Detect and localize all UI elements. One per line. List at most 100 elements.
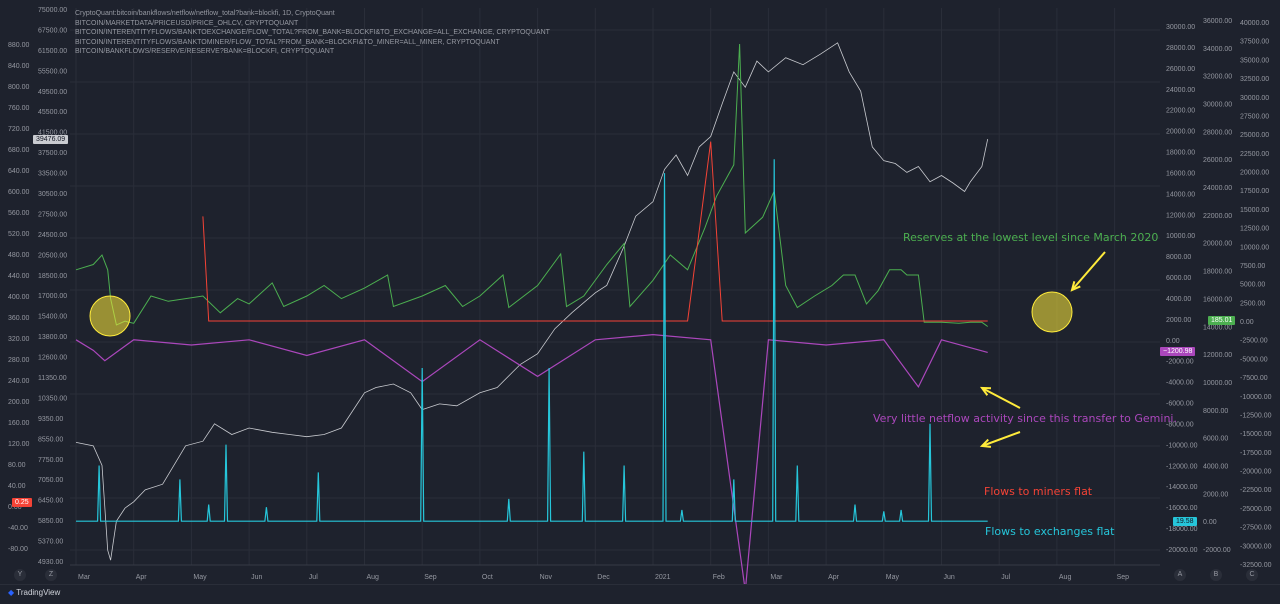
- axis-tick-label: 8000.00: [1203, 408, 1228, 415]
- axis-tick-label: -10000.00: [1166, 442, 1198, 449]
- annotation-netflow: Very little netflow activity since this …: [873, 412, 1177, 425]
- axis-tick-label: 480.00: [8, 252, 30, 259]
- axis-tick-label: 840.00: [8, 63, 30, 70]
- exchange-axis: 36000.00 34000.00 32000.00 30000.00 28000.00…: [1203, 18, 1232, 554]
- b-axis-control[interactable]: B: [1210, 569, 1222, 581]
- miner-last-tag: 0.25: [12, 498, 32, 507]
- x-tick-label: Dec: [597, 574, 610, 581]
- x-tick-label: Aug: [367, 574, 380, 581]
- reserve-last-tag: 185.01: [1208, 316, 1236, 325]
- axis-tick-label: 61500.00: [38, 48, 67, 55]
- reserve-axis: 880.00 840.00 800.00 760.00 720.00 680.00 640.…: [8, 42, 30, 553]
- x-tick-label: May: [886, 574, 900, 581]
- legend-line-1: CryptoQuant:bitcoin/bankflows/netflow/ne…: [75, 10, 335, 17]
- price-series-line: [75, 42, 989, 561]
- axis-tick-label: 400.00: [8, 294, 30, 301]
- axis-tick-label: 22000.00: [1166, 108, 1195, 115]
- time-axis: Mar Apr May Jun Jul Aug Sep Oct Nov Dec 2021 Feb Mar…: [70, 564, 1160, 581]
- axis-tick-label: 720.00: [8, 126, 30, 133]
- axis-tick-label: 13800.00: [38, 334, 67, 341]
- axis-tick-label: -8000.00: [1166, 421, 1194, 428]
- axis-tick-label: 12500.00: [1240, 226, 1269, 233]
- annotation-reserves: Reserves at the lowest level since March…: [903, 231, 1159, 244]
- axis-tick-label: 5370.00: [38, 539, 63, 546]
- axis-tick-label: 36000.00: [1203, 18, 1232, 25]
- y-axis-control[interactable]: Y: [14, 569, 26, 581]
- brand-label: TradingView: [16, 588, 61, 597]
- z-axis-control[interactable]: Z: [45, 569, 57, 581]
- axis-tick-label: 600.00: [8, 189, 30, 196]
- axis-tick-label: 16000.00: [1203, 296, 1232, 303]
- netflow-last-tag: −1200.98: [1160, 347, 1196, 356]
- axis-tick-label: 4000.00: [1166, 296, 1191, 303]
- axis-tick-label: -14000.00: [1166, 484, 1198, 491]
- axis-tick-label: 49500.00: [38, 89, 67, 96]
- axis-tick-label: 40000.00: [1240, 20, 1269, 27]
- axis-tick-label: 7750.00: [38, 457, 63, 464]
- axis-tick-label: 8000.00: [1166, 254, 1191, 261]
- x-tick-label: Apr: [828, 574, 840, 581]
- axis-tick-label: 55500.00: [38, 68, 67, 75]
- tradingview-logo[interactable]: ◆ TradingView: [8, 588, 60, 597]
- legend-line-3: BITCOIN/INTERENTITYFLOWS/BANKTOEXCHANGE/…: [75, 29, 550, 37]
- axis-tick-label: -20000.00: [1240, 469, 1272, 476]
- price-last-tag: 39476.09: [33, 135, 69, 144]
- axis-tick-label: 6000.00: [1203, 436, 1228, 443]
- axis-tick-label: 30000.00: [1240, 95, 1269, 102]
- axis-tick-label: 12000.00: [1203, 352, 1232, 359]
- reserve-series-line: [75, 43, 988, 327]
- axis-tick-label: -30000.00: [1240, 543, 1272, 550]
- axis-tick-label: -32500.00: [1240, 562, 1272, 569]
- axis-tick-label: 32000.00: [1203, 74, 1232, 81]
- axis-tick-label: -22500.00: [1240, 487, 1272, 494]
- axis-tick-label: 40.00: [8, 483, 26, 490]
- axis-tick-label: 10000.00: [1240, 244, 1269, 251]
- x-tick-label: Oct: [482, 574, 493, 581]
- axis-tick-label: 33500.00: [38, 171, 67, 178]
- x-tick-label: Jun: [944, 574, 955, 581]
- axis-tick-label: 35000.00: [1240, 57, 1269, 64]
- axis-tick-label: 18000.00: [1203, 269, 1232, 276]
- series-legend: CryptoQuant:bitcoin/bankflows/netflow/ne…: [75, 9, 550, 57]
- axis-tick-label: -2500.00: [1240, 338, 1268, 345]
- axis-tick-label: 20000.00: [1203, 241, 1232, 248]
- axis-tick-label: 5850.00: [38, 518, 63, 525]
- axis-tick-label: 26000.00: [1166, 66, 1195, 73]
- a-axis-control[interactable]: A: [1174, 569, 1186, 581]
- price-axis: 75000.00 67500.00 61500.00 55500.00 49500.00…: [38, 7, 67, 566]
- axis-tick-label: 28000.00: [1203, 129, 1232, 136]
- miner-axis: 40000.00 37500.00 35000.00 32500.00 30000.00…: [1240, 20, 1272, 569]
- axis-tick-label: 760.00: [8, 105, 30, 112]
- x-tick-label: Feb: [713, 574, 725, 581]
- axis-tick-label: 10350.00: [38, 395, 67, 402]
- axis-tick-label: 0.00: [1166, 338, 1180, 345]
- axis-tick-label: 22500.00: [1240, 151, 1269, 158]
- x-tick-label: Mar: [78, 574, 91, 581]
- axis-tick-label: 20500.00: [38, 252, 67, 259]
- axis-tick-label: 280.00: [8, 357, 30, 364]
- axis-tick-label: 4000.00: [1203, 463, 1228, 470]
- axis-tick-label: 24500.00: [38, 232, 67, 239]
- axis-tick-label: 22000.00: [1203, 213, 1232, 220]
- x-tick-label: Jun: [251, 574, 262, 581]
- axis-tick-label: 520.00: [8, 231, 30, 238]
- axis-tick-label: 10000.00: [1166, 233, 1195, 240]
- axis-tick-label: 75000.00: [38, 7, 67, 14]
- axis-tick-label: 9350.00: [38, 416, 63, 423]
- axis-tick-label: -25000.00: [1240, 506, 1272, 513]
- axis-tick-label: 640.00: [8, 168, 30, 175]
- axis-tick-label: -40.00: [8, 525, 28, 532]
- axis-tick-label: 440.00: [8, 273, 30, 280]
- axis-tick-label: -2000.00: [1203, 547, 1231, 554]
- axis-tick-label: -10000.00: [1240, 394, 1272, 401]
- legend-line-4: BITCOIN/INTERENTITYFLOWS/BANKTOMINER/FLO…: [75, 38, 500, 46]
- exchange-series-line: [76, 159, 988, 522]
- axis-tick-label: -17500.00: [1240, 450, 1272, 457]
- axis-tick-label: -4000.00: [1166, 380, 1194, 387]
- axis-tick-label: -7500.00: [1240, 375, 1268, 382]
- axis-tick-label: -27500.00: [1240, 525, 1272, 532]
- axis-tick-label: 30500.00: [38, 191, 67, 198]
- axis-tick-label: 18000.00: [1166, 150, 1195, 157]
- c-axis-control[interactable]: C: [1246, 569, 1258, 581]
